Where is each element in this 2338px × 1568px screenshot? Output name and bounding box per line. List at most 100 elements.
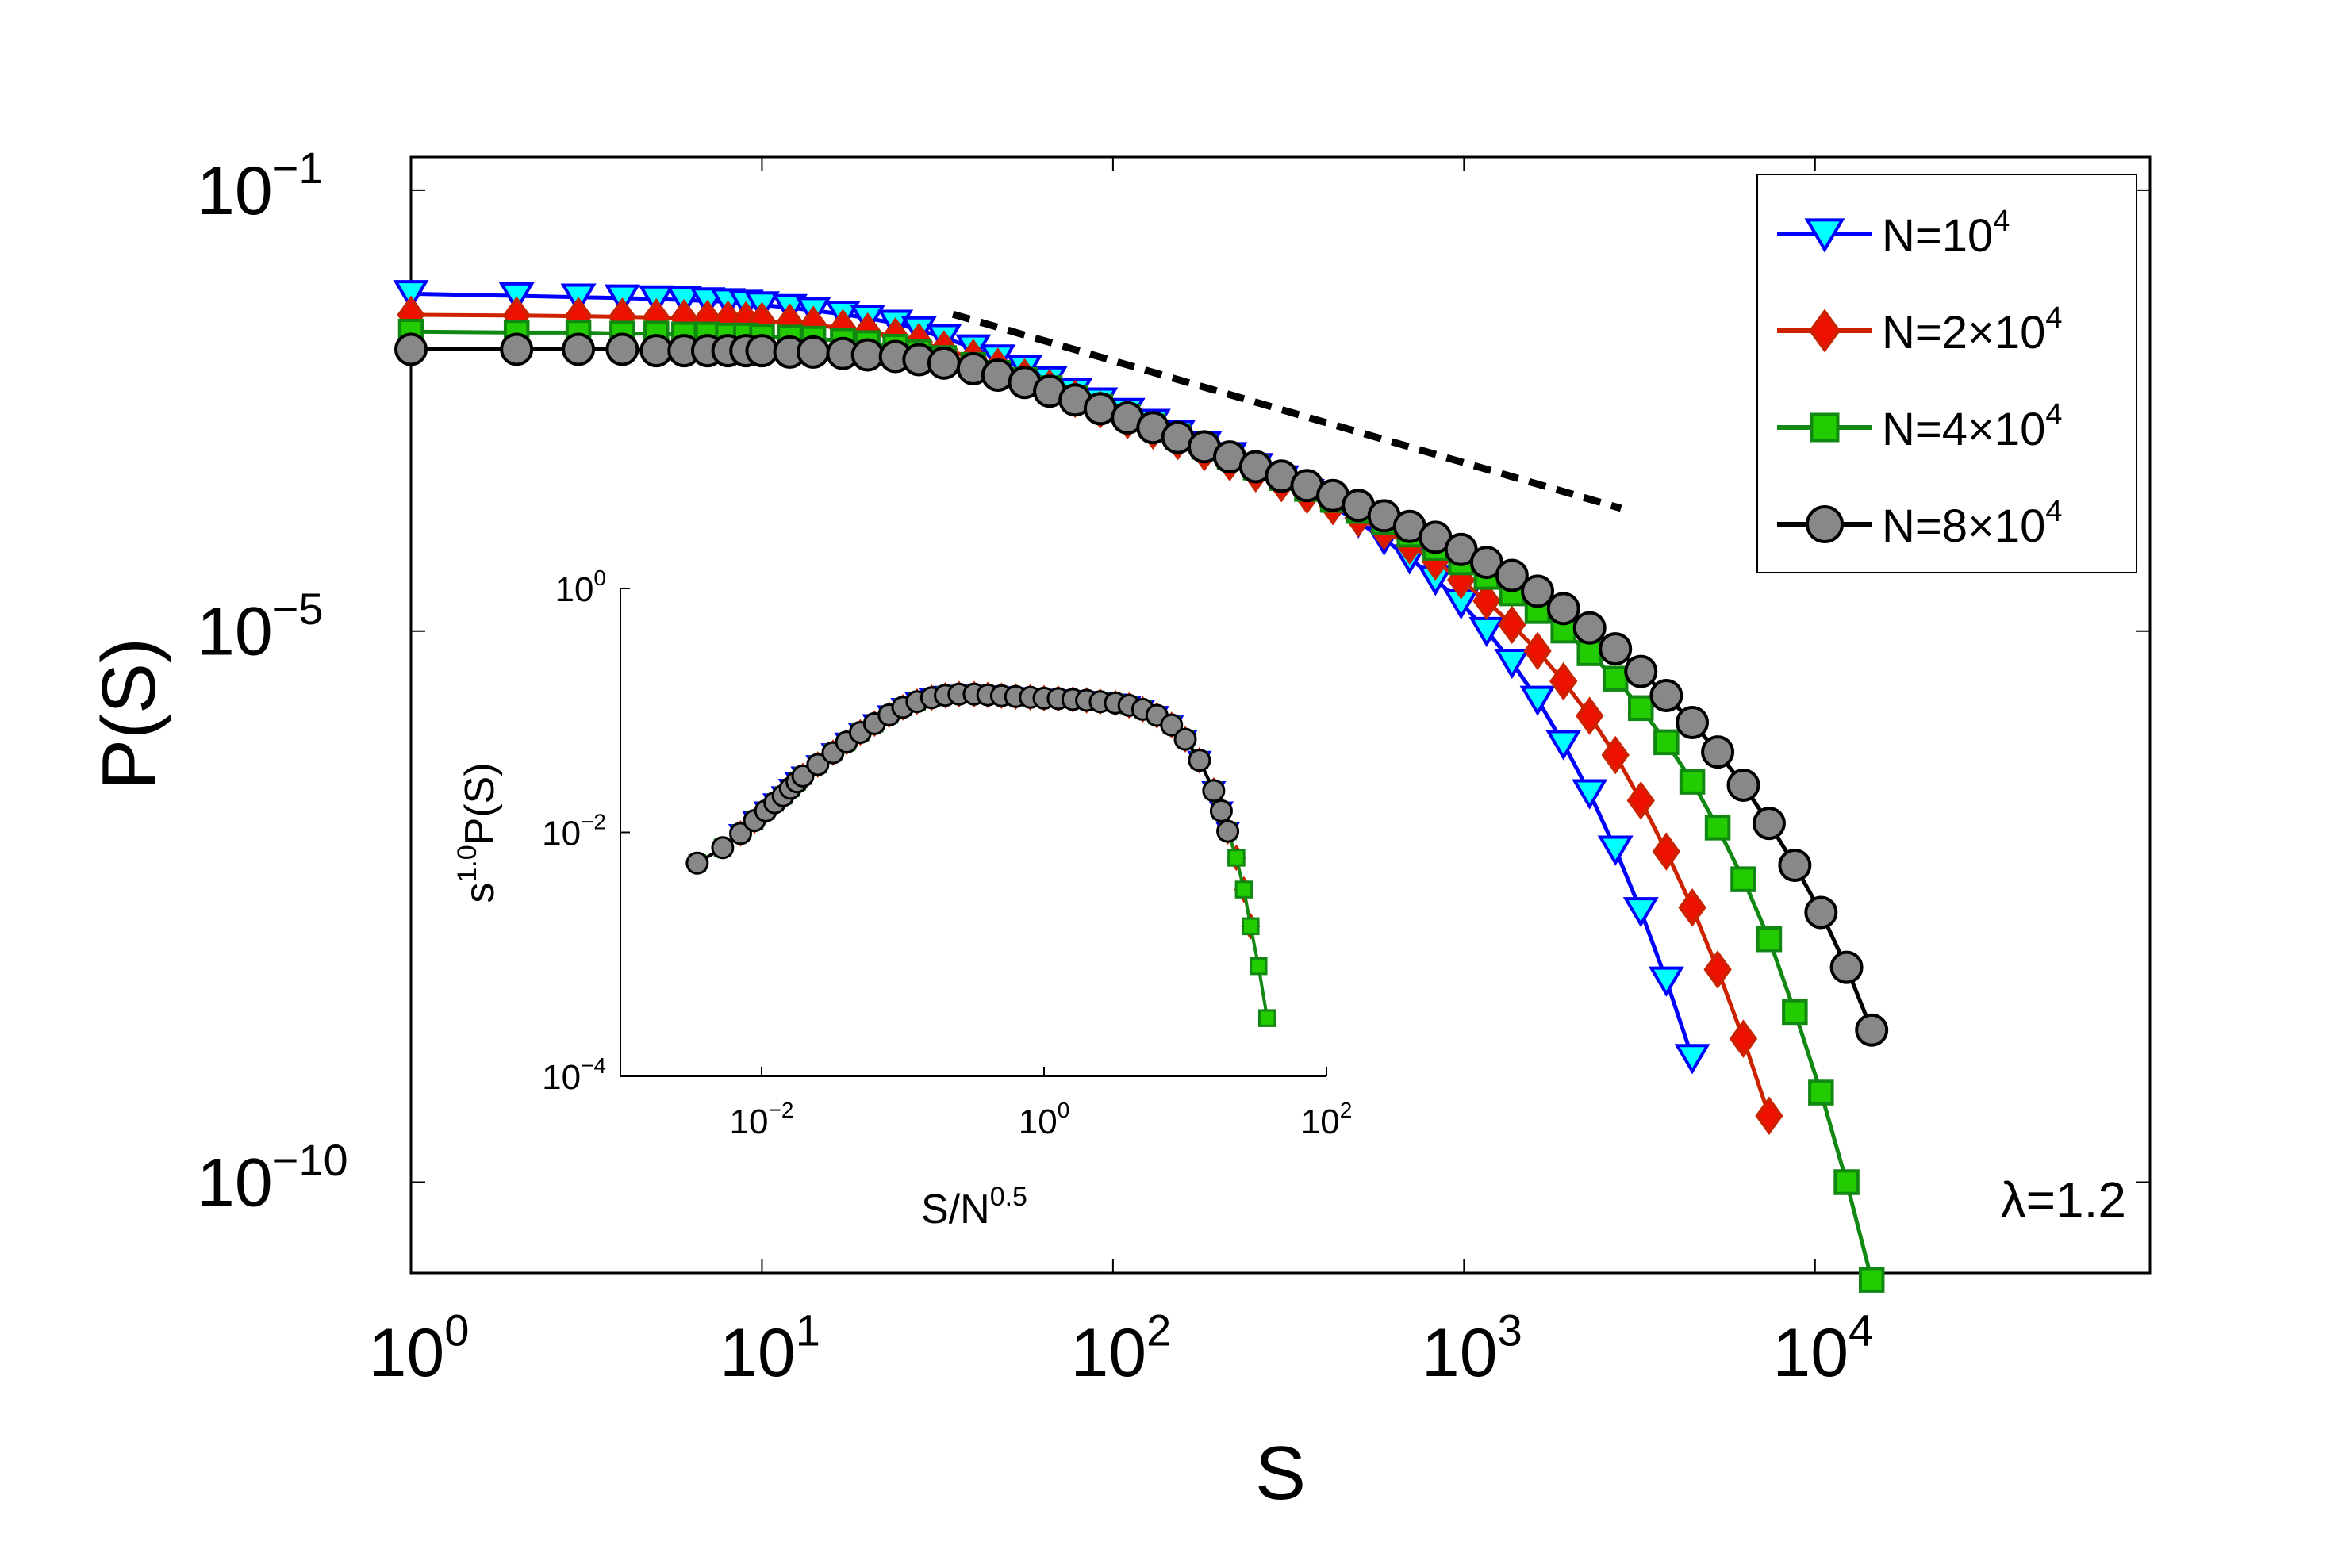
inset-data-point [729, 822, 753, 845]
x-tick-label-base: 10 [1070, 1315, 1146, 1391]
inset-series-4 [685, 682, 1240, 875]
data-point [1679, 769, 1706, 795]
inset-y-tick-label-exp: −2 [581, 810, 606, 834]
data-point [1627, 695, 1654, 722]
data-point [850, 338, 885, 372]
inset-x-tick-label-base: 10 [1019, 1102, 1058, 1141]
inset-x-tick-label-base: 10 [730, 1102, 769, 1141]
data-point [1678, 888, 1706, 927]
data-point [1576, 696, 1604, 735]
data-point [1676, 705, 1710, 739]
x-tick-label-exp: 1 [796, 1305, 820, 1355]
x-tick-label: 101 [720, 1305, 820, 1391]
inset-data-point [1209, 799, 1233, 822]
x-tick-label-exp: 2 [1146, 1305, 1171, 1355]
data-point [500, 332, 534, 366]
legend-label-exp: 4 [2045, 301, 2062, 335]
x-tick-label-exp: 0 [444, 1305, 469, 1355]
data-point [1829, 950, 1864, 984]
data-point [1521, 574, 1555, 608]
inset-data-point [1227, 849, 1246, 867]
data-point [1549, 661, 1578, 701]
inset-data-point [1242, 917, 1260, 936]
x-tick-label-base: 10 [1772, 1315, 1849, 1391]
data-point [1083, 392, 1117, 426]
y-tick-label-exp: −1 [273, 143, 324, 193]
data-point [1858, 1267, 1885, 1293]
legend-label-text: N=2×10 [1882, 307, 2045, 358]
inset-x-tick-label-exp: 0 [1058, 1098, 1070, 1122]
inset-data-point [791, 764, 815, 788]
data-point [1729, 1019, 1758, 1059]
inset-y-axis-label-base: s [457, 883, 503, 903]
data-point [1701, 735, 1735, 769]
legend-label-text: N=4×10 [1882, 404, 2045, 455]
inset-y-tick-label-base: 10 [555, 570, 593, 609]
inset-y-tick-label-exp: −4 [581, 1053, 606, 1078]
data-point [1833, 1169, 1860, 1195]
inset-x-tick-label-base: 10 [1301, 1102, 1340, 1141]
data-point [1545, 730, 1582, 761]
data-point [745, 334, 779, 368]
data-point [393, 280, 429, 311]
inset-y-tick-label-base: 10 [542, 815, 581, 853]
legend-entry-1: N=104 [1777, 205, 2010, 262]
data-point [1523, 631, 1552, 671]
data-point [1622, 897, 1659, 928]
data-point [1808, 1079, 1834, 1106]
inset-data-point [1250, 957, 1268, 976]
inset-y-tick-label-base: 10 [542, 1058, 581, 1097]
x-tick-label-base: 10 [1422, 1315, 1498, 1391]
legend-entry-4: N=8×104 [1777, 495, 2063, 552]
data-point [639, 334, 674, 368]
legend-label-exp: 4 [2045, 495, 2062, 528]
inset-y-tick-label: 100 [555, 565, 606, 609]
data-point [1572, 779, 1608, 810]
legend-label-text: N=10 [1882, 210, 1993, 262]
data-point [797, 335, 831, 369]
data-point [1599, 632, 1633, 666]
x-tick-label: 104 [1772, 1305, 1873, 1391]
inset-data-point [1216, 819, 1240, 843]
data-point [1498, 605, 1526, 645]
x-axis-label: S [1255, 1431, 1306, 1516]
x-tick-label: 102 [1070, 1305, 1171, 1391]
legend-entry-2: N=2×104 [1777, 301, 2063, 358]
inset-y-axis-label-tail: P(S) [457, 762, 503, 845]
data-point [562, 332, 596, 366]
inset-data-point [1202, 779, 1226, 803]
data-point [1572, 611, 1607, 645]
y-tick-label-base: 10 [197, 594, 273, 670]
legend-label-exp: 4 [1993, 205, 2010, 238]
inset-y-tick-label-exp: 0 [593, 565, 606, 590]
inset-data-point [1234, 880, 1253, 899]
inset-data-point [1160, 713, 1184, 737]
legend-label-text: N=8×10 [1882, 500, 2045, 552]
data-point [1519, 685, 1556, 716]
data-point [1782, 999, 1808, 1026]
reference-line-layer [951, 310, 1622, 512]
legend-marker [1810, 412, 1840, 443]
y-axis-label: P(S) [86, 638, 171, 790]
legend-label: N=104 [1882, 205, 2010, 262]
data-point [394, 332, 428, 366]
data-point [1703, 950, 1732, 989]
y-tick-label-base: 10 [197, 153, 273, 229]
x-tick-label-exp: 3 [1498, 1305, 1522, 1355]
data-point [1601, 735, 1630, 775]
x-tick-label-exp: 4 [1849, 1305, 1873, 1355]
inset-x-tick-label: 100 [1019, 1098, 1070, 1141]
inset-x-axis-label-text: S/N [921, 1187, 990, 1233]
data-point [1626, 781, 1655, 820]
inset-data-point [1173, 727, 1197, 751]
inset-data-point [1257, 1009, 1276, 1027]
data-point [1648, 966, 1684, 997]
y-tick-label: 10−10 [197, 1135, 348, 1221]
inset-x-axis-label-exp: 0.5 [990, 1182, 1027, 1212]
data-point [927, 346, 961, 380]
inset-x-axis-label: S/N0.5 [921, 1182, 1027, 1233]
data-point [1597, 835, 1634, 866]
